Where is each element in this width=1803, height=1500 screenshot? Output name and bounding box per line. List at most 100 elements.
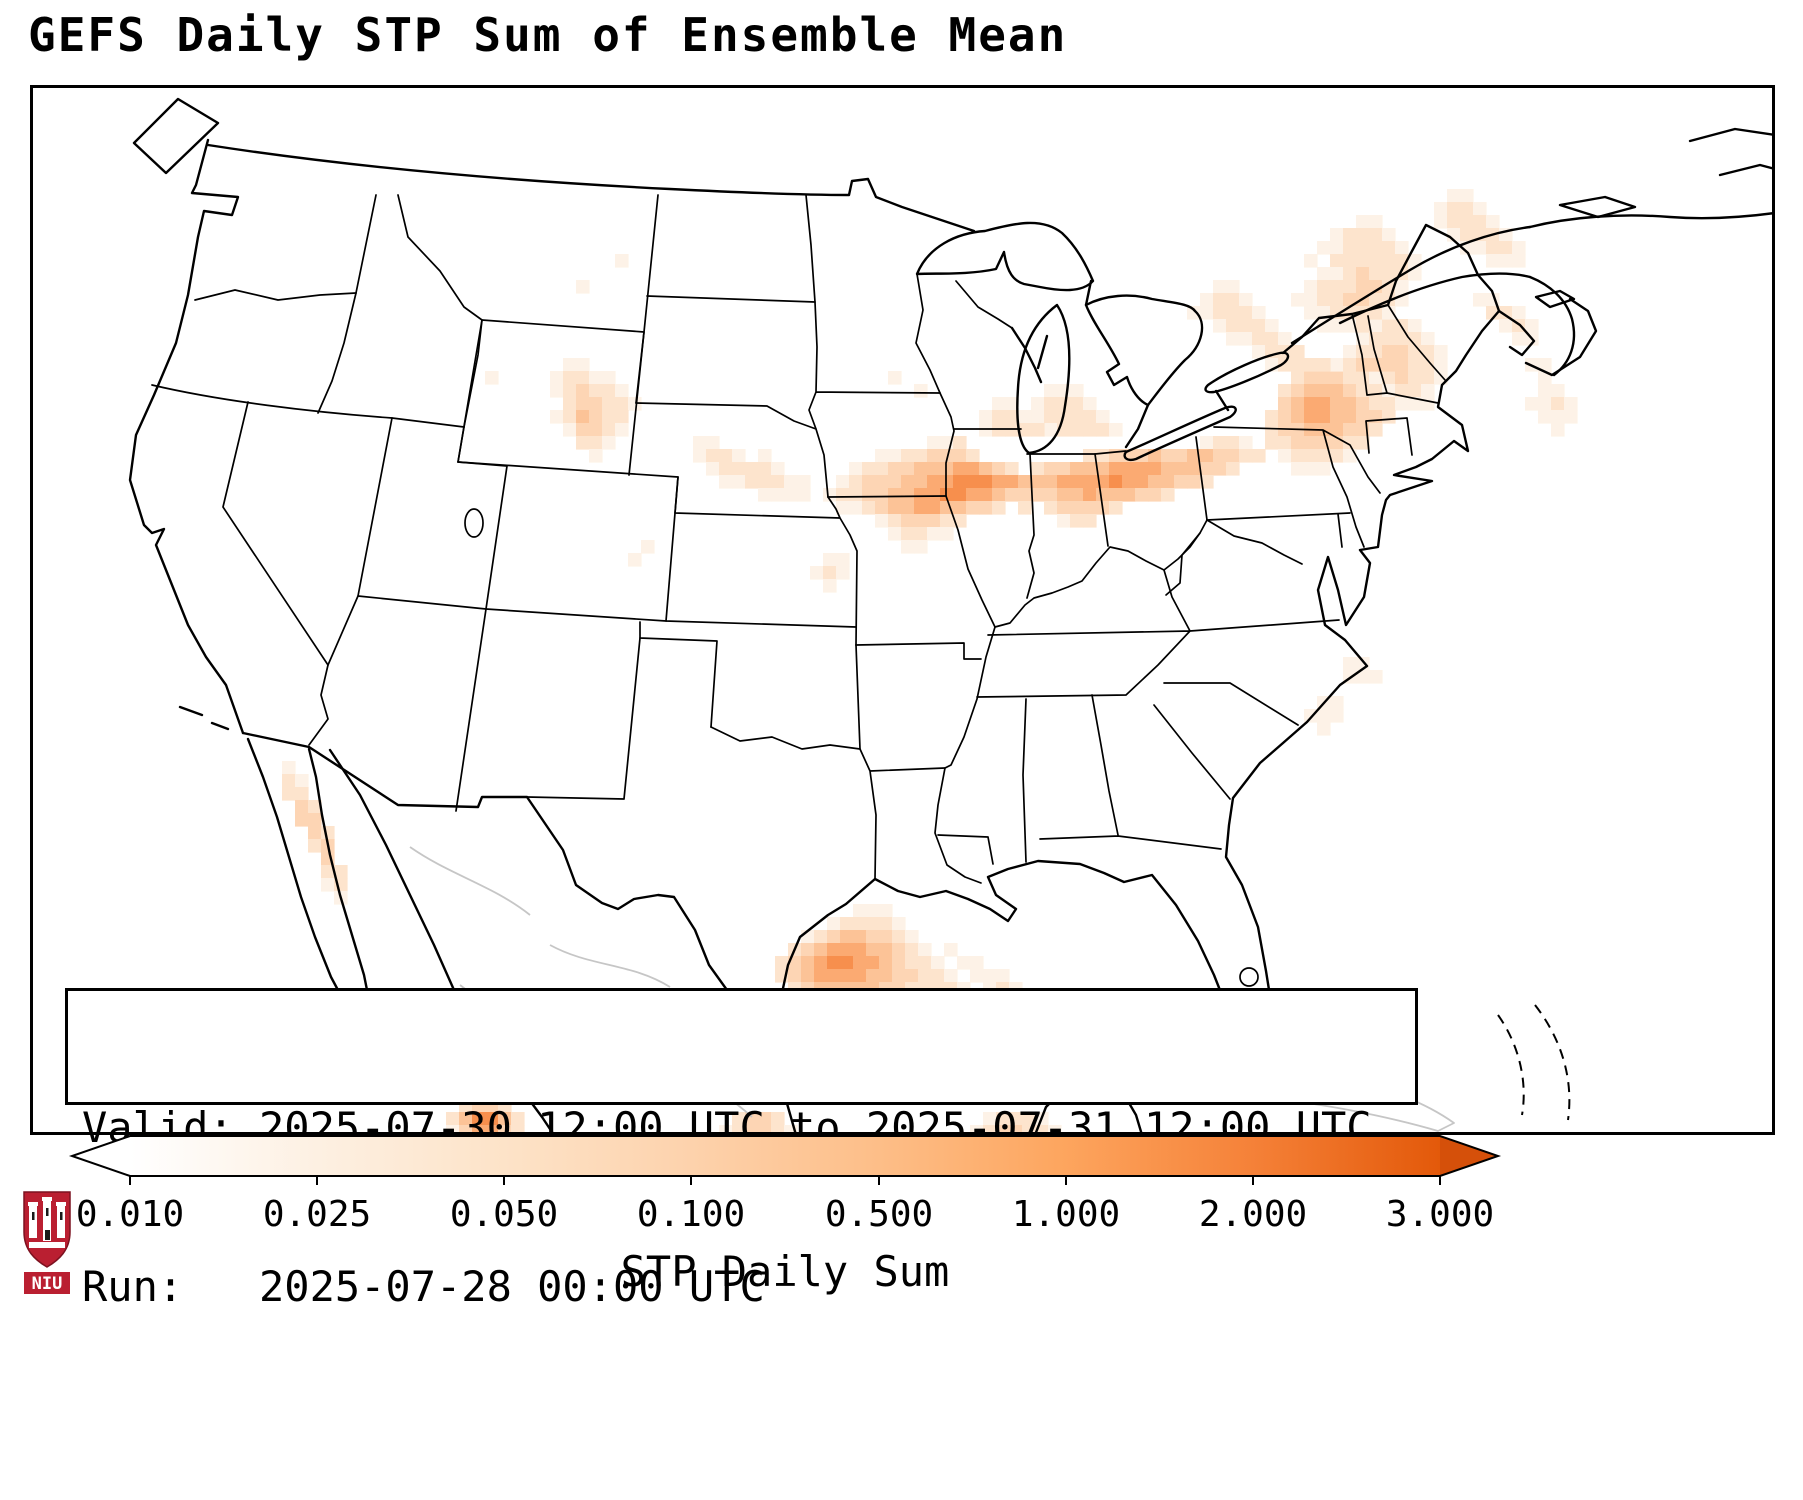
heat-cell <box>1018 475 1032 489</box>
heat-cell <box>1022 1112 1036 1126</box>
heat-cell <box>1395 280 1409 294</box>
heat-cell <box>615 397 629 411</box>
heat-cell <box>1005 488 1019 502</box>
heat-cell <box>1317 384 1331 398</box>
heat-cell <box>1304 436 1318 450</box>
heat-cell <box>1304 397 1318 411</box>
heat-cell <box>914 449 928 463</box>
heat-cell <box>1421 332 1435 346</box>
heat-cell <box>602 423 616 437</box>
heat-cell <box>966 462 980 476</box>
green-bay <box>1010 326 1049 384</box>
heat-cell <box>801 943 815 957</box>
heat-cell <box>1369 423 1383 437</box>
heat-cell <box>1161 488 1175 502</box>
heat-cell <box>1057 397 1071 411</box>
heat-cell <box>866 904 880 918</box>
heat-cell <box>1031 423 1045 437</box>
heat-cell <box>1330 254 1344 268</box>
heat-cell <box>1291 358 1305 372</box>
heat-cell <box>840 917 854 931</box>
heat-cell <box>628 397 642 411</box>
heat-cell <box>953 436 967 450</box>
heat-cell <box>1343 358 1357 372</box>
heat-cell <box>550 384 564 398</box>
heat-cell <box>1057 475 1071 489</box>
nova-scotia <box>1524 297 1598 377</box>
heat-cell <box>1278 332 1292 346</box>
heat-cell <box>1083 462 1097 476</box>
heat-cell <box>1382 384 1396 398</box>
heat-cell <box>879 943 893 957</box>
castle-windows <box>32 1208 63 1240</box>
heat-cell <box>1070 397 1084 411</box>
heat-cell <box>944 943 958 957</box>
heat-cell <box>862 475 876 489</box>
heat-cell <box>927 514 941 528</box>
heat-cell <box>771 488 785 502</box>
heatmap-layer <box>282 189 1578 1135</box>
heat-cell <box>1382 228 1396 242</box>
heat-cell <box>1187 306 1201 320</box>
heat-cell <box>1330 423 1344 437</box>
heat-cell <box>901 475 915 489</box>
heat-cell <box>979 462 993 476</box>
heat-cell <box>879 904 893 918</box>
heat-cell <box>1291 410 1305 424</box>
heat-cell <box>940 514 954 528</box>
heat-cell <box>970 956 984 970</box>
heat-cell <box>745 1112 759 1126</box>
heat-cell <box>892 956 906 970</box>
quebec-north-shore <box>1528 211 1775 229</box>
heat-cell <box>758 488 772 502</box>
heat-cell <box>745 462 759 476</box>
tick-label: 0.025 <box>263 1194 371 1235</box>
heat-cell <box>1330 696 1344 710</box>
heat-cell <box>1382 397 1396 411</box>
heat-cell <box>827 969 841 983</box>
heat-cell <box>1330 293 1344 307</box>
heat-cell <box>1122 462 1136 476</box>
heat-cell <box>1304 462 1318 476</box>
heat-cell <box>1265 319 1279 333</box>
heat-cell <box>1213 306 1227 320</box>
heat-cell <box>892 917 906 931</box>
heat-cell <box>901 449 915 463</box>
heat-cell <box>1083 514 1097 528</box>
validity-info-box: Valid: 2025-07-30 12:00 UTC to 2025-07-3… <box>65 988 1418 1311</box>
heat-cell <box>888 371 902 385</box>
heat-cell <box>1473 215 1487 229</box>
heat-cell <box>589 384 603 398</box>
heat-cell <box>892 943 906 957</box>
heat-cell <box>927 488 941 502</box>
heat-cell <box>1369 241 1383 255</box>
tick-label: 0.100 <box>637 1194 745 1235</box>
heat-cell <box>888 462 902 476</box>
heat-cell <box>1317 410 1331 424</box>
heat-cell <box>1382 319 1396 333</box>
st-lawrence-south <box>1338 272 1532 325</box>
heat-cell <box>992 475 1006 489</box>
heat-cell <box>576 436 590 450</box>
heat-cell <box>1408 358 1422 372</box>
heat-cell <box>1022 1125 1036 1135</box>
heat-cell <box>1018 410 1032 424</box>
heat-cell <box>1382 410 1396 424</box>
heat-cell <box>849 462 863 476</box>
heat-cell <box>1330 371 1344 385</box>
heat-cell <box>1369 670 1383 684</box>
heat-cell <box>1317 397 1331 411</box>
heat-cell <box>853 969 867 983</box>
vancouver-island <box>132 97 220 175</box>
heat-cell <box>1538 397 1552 411</box>
heat-cell <box>849 501 863 515</box>
heat-cell <box>992 488 1006 502</box>
heat-cell <box>511 1112 525 1126</box>
heat-cell <box>927 436 941 450</box>
heat-cell <box>1048 1125 1062 1135</box>
heat-cell <box>1035 1125 1049 1135</box>
heat-cell <box>966 449 980 463</box>
heat-cell <box>1421 397 1435 411</box>
heat-cell <box>282 774 296 788</box>
heat-cell <box>953 449 967 463</box>
